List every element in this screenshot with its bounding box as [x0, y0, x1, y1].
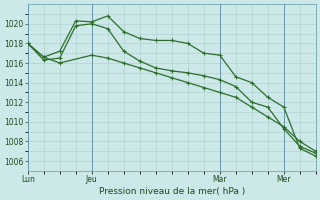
X-axis label: Pression niveau de la mer( hPa ): Pression niveau de la mer( hPa )	[99, 187, 245, 196]
